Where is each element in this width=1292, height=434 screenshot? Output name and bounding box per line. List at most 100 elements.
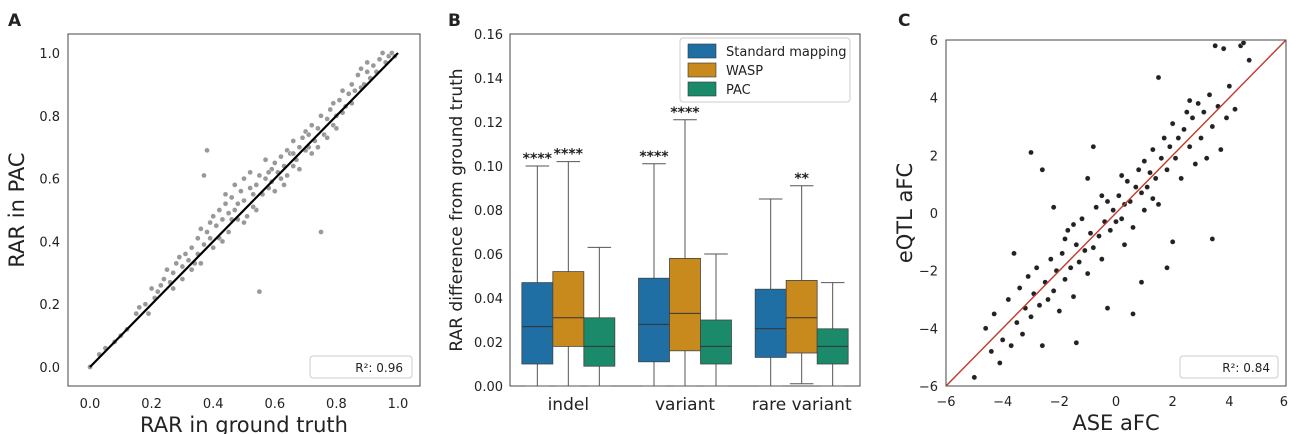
panel-a-point (244, 213, 250, 220)
panel-c-point (1203, 155, 1210, 162)
panel-a-point (241, 219, 247, 226)
panel-a-point (179, 263, 186, 270)
panel-c-r2-box (1179, 355, 1279, 379)
panel-c-r2-label: R²: 0.84 (1222, 361, 1270, 375)
panel-a-point (170, 285, 177, 292)
panel-c-point (1164, 166, 1170, 173)
panel-c-point (1025, 273, 1031, 280)
panel-a-point (198, 225, 204, 232)
panel-c-point (1096, 233, 1102, 239)
legend-label-pac: PAC (726, 83, 751, 98)
panel-a-point (327, 106, 334, 113)
panel-a-point (133, 310, 140, 317)
panel-c-point (1011, 250, 1017, 257)
panel-a-point (364, 68, 371, 75)
panel-a-xlabel: RAR in ground truth (140, 413, 348, 434)
panel-c-point (1008, 342, 1014, 349)
panel-c-point (1130, 224, 1136, 231)
panel-c-point (1232, 106, 1238, 112)
panel-c-ytick-label: 4 (930, 92, 938, 107)
panel-c-point (982, 325, 989, 332)
panel-c-point (999, 337, 1006, 343)
panel-a-point (145, 310, 152, 317)
panel-a-point (262, 156, 269, 163)
panel-a-point (318, 229, 324, 235)
panel-a-point (315, 125, 321, 132)
panel-b-ytick-label: 0.04 (474, 292, 503, 307)
panel-a-point (324, 116, 331, 122)
panel-c-point (1110, 207, 1116, 213)
panel-a-point (173, 260, 180, 267)
panel-b-category-label: indel (548, 395, 589, 415)
box (669, 257, 701, 352)
panel-a-point (157, 282, 164, 289)
legend-label-standard: Standard mapping (726, 45, 847, 60)
panel-a-point (352, 87, 358, 94)
box (754, 288, 787, 358)
panel-a-point (136, 304, 143, 311)
panel-a-ylabel: RAR in PAC (5, 152, 29, 267)
panel-a-ytick-label: 0.8 (39, 110, 60, 125)
panel-a: 0.0 0.2 0.4 0.6 0.8 1.0 0.0 0.2 0.4 0.6 0.8 1.0 R²:… (5, 33, 421, 434)
panel-c-xtick-label: −6 (936, 395, 955, 410)
panel-c-point (1059, 250, 1065, 257)
panel-c-point (1113, 218, 1119, 225)
panel-c-point (1090, 143, 1097, 150)
significance-stars: ** (794, 171, 809, 187)
panel-c-point (1099, 192, 1105, 199)
panel-c-point (1090, 244, 1097, 251)
panel-c-point (1107, 227, 1114, 234)
legend-frame (679, 37, 851, 103)
panel-c-point (1036, 302, 1043, 309)
panel-c-point (1033, 264, 1040, 271)
panel-a-point (185, 257, 192, 264)
panel-a-xtick-label: 0.0 (80, 397, 101, 412)
panel-c-point (1028, 149, 1034, 156)
panel-c-point (1141, 158, 1148, 164)
panel-a-ytick-label: 1.0 (39, 47, 60, 62)
panel-c-point (1084, 270, 1091, 277)
panel-c-point (1172, 155, 1179, 162)
panel-a-point (207, 235, 213, 242)
panel-a-r2-box (309, 355, 413, 379)
panel-c-point (1016, 285, 1023, 291)
panel-a-point (284, 172, 290, 179)
panel-c-point (1093, 204, 1099, 211)
panel-c-point (1045, 296, 1051, 303)
panel-a-point (213, 222, 220, 229)
panel-a-point (250, 191, 257, 198)
box (583, 317, 616, 367)
panel-a-point (308, 122, 315, 129)
panel-a-point (290, 150, 297, 157)
panel-a-point (219, 238, 226, 245)
panel-c-point (1147, 169, 1153, 176)
panel-a-point (296, 166, 303, 173)
panel-a-point (271, 160, 278, 166)
panel-a-point (379, 50, 386, 56)
panel-a-point (201, 172, 207, 179)
panel-c-ytick-label: 0 (930, 207, 938, 222)
panel-a-point (154, 288, 161, 295)
panel-a-point (207, 219, 213, 226)
panel-c-point (1014, 319, 1020, 326)
panel-c-point (1161, 135, 1167, 141)
panel-a-xtick-label: 0.4 (203, 397, 224, 412)
panel-a-point (370, 62, 377, 69)
panel-a-point (318, 112, 324, 119)
panel-c-point (1073, 339, 1080, 346)
panel-c-point (1028, 313, 1034, 320)
panel-c-point (1212, 42, 1218, 49)
panel-a-point (198, 260, 204, 267)
panel-c-point (1104, 198, 1111, 205)
panel-c-point (1220, 45, 1227, 52)
panel-a-point (290, 163, 297, 169)
panel-c-point (1135, 166, 1142, 173)
panel-c: −6 −4 −2 0 2 4 6 −6 −4 −2 0 2 4 6 R²: 0.84 ASE aFC eQ… (893, 34, 1288, 434)
panel-letter-b: B (448, 11, 461, 31)
panel-c-point (1118, 215, 1125, 222)
panel-c-point (1226, 83, 1233, 89)
panel-a-point (299, 134, 306, 141)
panel-c-point (1189, 115, 1196, 121)
panel-b-ytick-label: 0.10 (474, 160, 503, 175)
panel-b-ytick-label: 0.02 (474, 336, 503, 351)
